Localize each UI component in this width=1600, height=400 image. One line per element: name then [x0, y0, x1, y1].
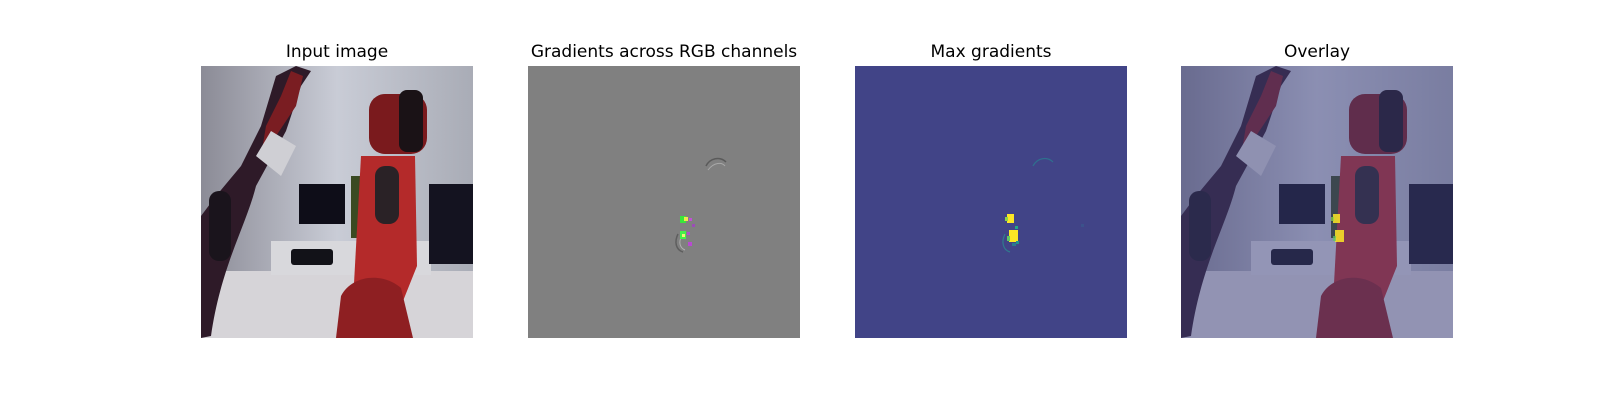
panel-title-input-image: Input image — [285, 42, 389, 62]
panel-title-max-gradients: Max gradients — [930, 42, 1052, 62]
panel-max-gradients: Max gradients — [855, 40, 1127, 338]
panel-title-rgb-gradients: Gradients across RGB channels — [530, 42, 798, 62]
overlay-image — [1181, 66, 1453, 338]
panel-title-overlay: Overlay — [1283, 42, 1351, 62]
panel-rgb-gradients: Gradients across RGB channels — [528, 40, 800, 338]
panel-input-image: Input image — [201, 40, 473, 338]
rgb-gradients-image — [528, 66, 800, 338]
panel-overlay: Overlay — [1181, 40, 1453, 338]
max-gradients-image — [855, 66, 1127, 338]
input-image — [201, 66, 473, 338]
